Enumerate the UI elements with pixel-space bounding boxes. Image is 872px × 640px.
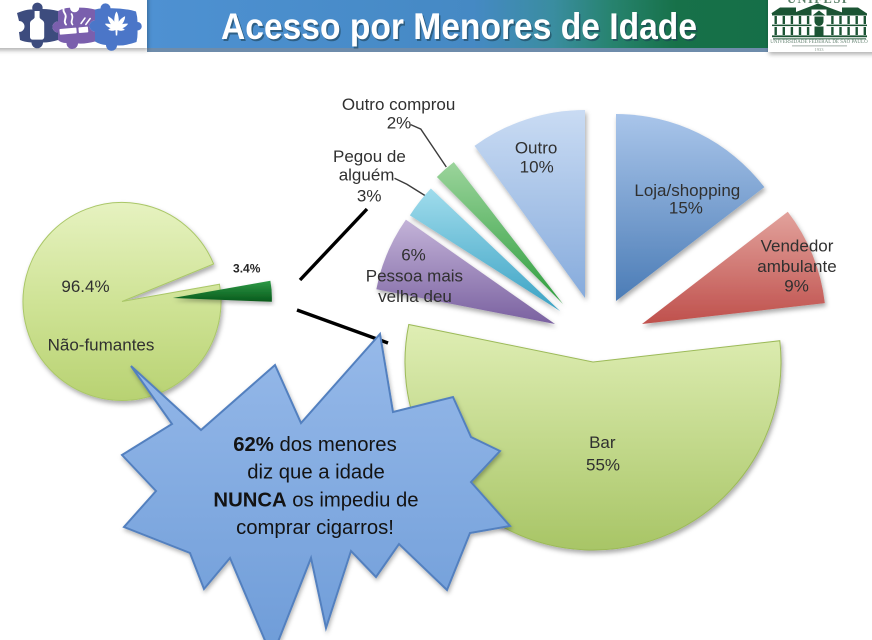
svg-text:Acesso por Menores de Idade: Acesso por Menores de Idade	[223, 8, 699, 49]
svg-text:Não-fumantes: Não-fumantes	[48, 336, 155, 355]
svg-text:Pegou de: Pegou de	[333, 147, 406, 166]
svg-text:62% dos menores: 62% dos menores	[233, 434, 396, 456]
svg-text:Bar: Bar	[589, 433, 616, 452]
svg-text:15%: 15%	[669, 198, 703, 217]
svg-text:UNIFESP: UNIFESP	[787, 0, 851, 6]
svg-text:6%: 6%	[401, 246, 426, 265]
svg-text:Outro comprou: Outro comprou	[342, 95, 455, 114]
svg-text:comprar cigarros!: comprar cigarros!	[236, 517, 394, 539]
svg-text:Pessoa mais: Pessoa mais	[366, 266, 463, 285]
svg-text:Vendedor: Vendedor	[761, 237, 834, 256]
svg-text:Loja/shopping: Loja/shopping	[634, 181, 740, 200]
svg-text:1933: 1933	[815, 47, 825, 52]
svg-text:10%: 10%	[520, 157, 554, 176]
svg-text:55%: 55%	[586, 456, 620, 475]
svg-text:96.4%: 96.4%	[61, 277, 109, 296]
svg-text:alguém: alguém	[339, 166, 395, 185]
svg-text:velha deu: velha deu	[378, 287, 452, 306]
svg-text:UNIVERSIDADE FEDERAL DE SÃO PA: UNIVERSIDADE FEDERAL DE SÃO PAULO	[770, 39, 868, 45]
svg-text:2%: 2%	[387, 114, 412, 133]
svg-text:diz que a idade: diz que a idade	[247, 462, 385, 484]
svg-text:Outro: Outro	[515, 138, 558, 157]
svg-text:Acesso por Menores de Idade: Acesso por Menores de Idade	[221, 6, 697, 47]
svg-text:ambulante: ambulante	[757, 257, 836, 276]
svg-text:3%: 3%	[357, 187, 382, 206]
svg-text:NUNCA os impediu de: NUNCA os impediu de	[213, 489, 418, 511]
svg-text:9%: 9%	[784, 276, 809, 295]
svg-text:3.4%: 3.4%	[233, 262, 261, 276]
